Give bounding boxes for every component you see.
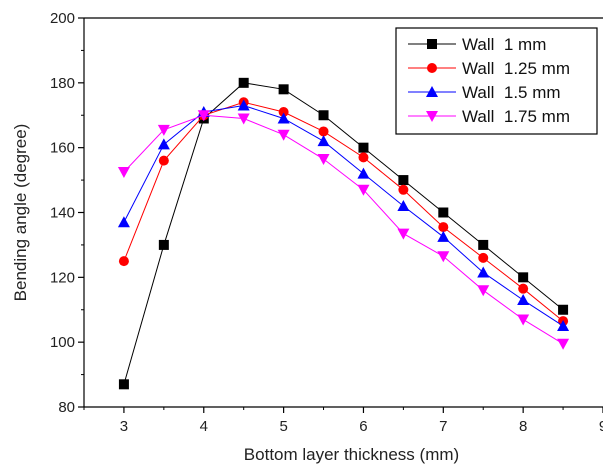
x-tick-label: 6 <box>359 418 367 435</box>
y-axis-title: Bending angle (degree) <box>11 124 30 302</box>
data-point <box>318 126 329 137</box>
y-tick-label: 160 <box>50 140 75 157</box>
x-tick-label: 4 <box>200 418 208 435</box>
data-point <box>477 266 490 278</box>
legend-item: Wall 1.5 mm <box>408 83 561 102</box>
legend-marker <box>426 111 438 122</box>
data-point <box>157 138 170 150</box>
data-point <box>157 124 170 136</box>
legend-marker <box>426 86 438 97</box>
x-tick-label: 9 <box>599 418 603 435</box>
y-tick-label: 100 <box>50 334 75 351</box>
legend-item: Wall 1.75 mm <box>408 107 570 126</box>
data-point <box>398 175 409 186</box>
legend-item: Wall 1.25 mm <box>408 59 570 78</box>
data-point <box>357 167 370 179</box>
data-point <box>558 304 569 315</box>
series-1 <box>118 77 569 390</box>
series-line <box>123 114 564 345</box>
data-point <box>278 107 289 118</box>
data-point <box>437 230 450 242</box>
data-point <box>518 283 529 294</box>
series-4 <box>117 110 570 350</box>
data-point <box>358 152 369 163</box>
legend-item: Wall 1 mm <box>408 35 546 54</box>
data-point <box>117 166 130 178</box>
data-point <box>277 112 290 124</box>
y-tick-label: 200 <box>50 10 75 27</box>
data-point <box>517 294 530 306</box>
data-point <box>197 110 210 122</box>
data-point <box>478 239 489 250</box>
data-point <box>158 239 169 250</box>
data-point <box>117 216 130 228</box>
axes-layer: 80 100 120 140 160 180 200 3 4 5 6 7 8 9 <box>50 10 603 435</box>
legend-label: Wall 1.25 mm <box>462 59 570 78</box>
x-axis-title: Bottom layer thickness (mm) <box>244 445 459 464</box>
data-point <box>557 338 570 350</box>
data-point <box>237 113 250 125</box>
x-tick-label: 8 <box>519 418 527 435</box>
data-point <box>317 135 330 147</box>
data-point <box>118 256 129 267</box>
data-point <box>438 222 449 233</box>
data-point <box>317 154 330 166</box>
data-point <box>477 285 490 297</box>
x-tick-label: 3 <box>120 418 128 435</box>
data-point <box>238 77 249 88</box>
y-tick-label: 120 <box>50 269 75 286</box>
data-point <box>478 252 489 263</box>
data-point <box>438 207 449 218</box>
series-layer <box>117 77 570 390</box>
series-line <box>123 101 564 322</box>
data-point <box>357 184 370 196</box>
x-tick-label: 5 <box>279 418 287 435</box>
y-tick-label: 140 <box>50 205 75 222</box>
data-point <box>557 319 570 331</box>
data-point <box>397 228 410 240</box>
data-point <box>318 110 329 121</box>
legend: Wall 1 mm Wall 1.25 mm Wall 1.5 mm Wall 1.7… <box>395 27 598 135</box>
y-tick-label: 80 <box>58 399 75 416</box>
legend-label: Wall 1.5 mm <box>462 83 561 102</box>
data-point <box>398 184 409 195</box>
series-line <box>123 105 564 327</box>
data-point <box>277 129 290 141</box>
series-line <box>123 82 564 385</box>
data-point <box>237 99 250 111</box>
x-tick-label: 7 <box>439 418 447 435</box>
data-point <box>118 379 129 390</box>
data-point <box>158 155 169 166</box>
data-point <box>278 84 289 95</box>
data-point <box>437 251 450 263</box>
legend-marker <box>427 39 437 49</box>
data-point <box>517 314 530 326</box>
legend-label: Wall 1.75 mm <box>462 107 570 126</box>
legend-label: Wall 1 mm <box>462 35 546 54</box>
data-point <box>358 142 369 153</box>
y-tick-label: 180 <box>50 75 75 92</box>
data-point <box>397 200 410 212</box>
legend-marker <box>427 63 437 73</box>
data-point <box>518 272 529 283</box>
